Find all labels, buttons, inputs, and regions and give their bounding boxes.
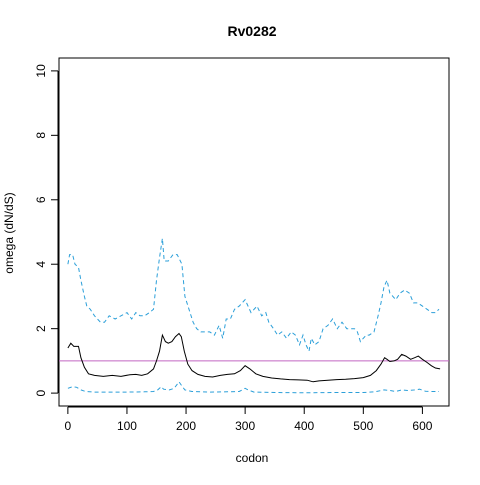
x-axis: 0 100 200 300 400 500 600 <box>65 406 433 433</box>
y-axis: 0 2 4 6 8 10 <box>34 64 59 396</box>
x-tick-label: 600 <box>412 419 432 433</box>
series-estimate-line <box>67 332 441 383</box>
series-layer <box>59 238 449 394</box>
plot-frame <box>58 57 450 407</box>
y-tick-label: 10 <box>34 64 48 78</box>
x-tick-label: 100 <box>117 419 137 433</box>
y-tick-label: 0 <box>34 389 48 396</box>
x-tick-label: 500 <box>353 419 373 433</box>
y-tick-label: 4 <box>34 261 48 268</box>
x-tick-label: 300 <box>235 419 255 433</box>
series-lower-line <box>67 380 439 394</box>
x-axis-label: codon <box>236 451 269 465</box>
x-tick-label: 400 <box>294 419 314 433</box>
y-axis-label: omega (dN/dS) <box>2 192 16 273</box>
series-upper-line <box>67 238 440 353</box>
y-tick-label: 6 <box>34 196 48 203</box>
chart-title: Rv0282 <box>227 23 276 39</box>
x-tick-label: 200 <box>176 419 196 433</box>
y-tick-label: 8 <box>34 132 48 139</box>
x-tick-label: 0 <box>65 419 72 433</box>
y-tick-label: 2 <box>34 325 48 332</box>
